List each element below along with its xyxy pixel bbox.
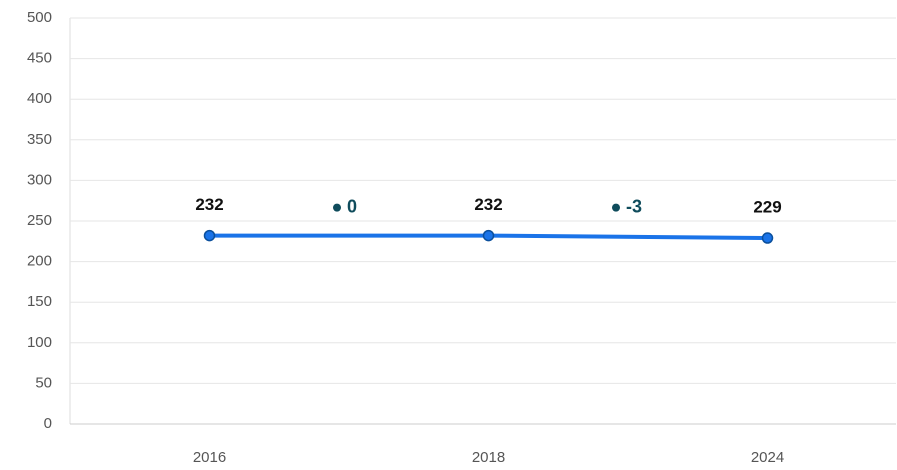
point [203, 229, 216, 242]
x-tick-label: 2024 [751, 449, 784, 466]
y-tick-label: 300 [27, 171, 52, 188]
point [761, 232, 774, 244]
change-label: -3 [626, 196, 642, 216]
data-label: 232 [474, 195, 502, 214]
y-tick-label: 200 [27, 253, 52, 270]
point [482, 229, 495, 242]
change-label: 0 [347, 196, 357, 216]
data-label: 229 [753, 198, 781, 217]
y-tick-label: 350 [27, 131, 52, 148]
y-tick-label: 100 [27, 334, 52, 351]
x-tick-label: 2018 [472, 449, 505, 466]
y-tick-label: 50 [35, 374, 52, 391]
y-tick-label: 450 [27, 50, 52, 67]
y-tick-label: 150 [27, 293, 52, 310]
y-tick-label: 250 [27, 212, 52, 229]
y-tick-label: 500 [27, 9, 52, 26]
change-dot [333, 203, 341, 212]
x-tick-label: 2016 [193, 449, 226, 466]
y-tick-label: 400 [27, 90, 52, 107]
data-label: 232 [195, 195, 223, 214]
change-dot [612, 203, 620, 212]
y-tick-label: 0 [44, 415, 52, 432]
